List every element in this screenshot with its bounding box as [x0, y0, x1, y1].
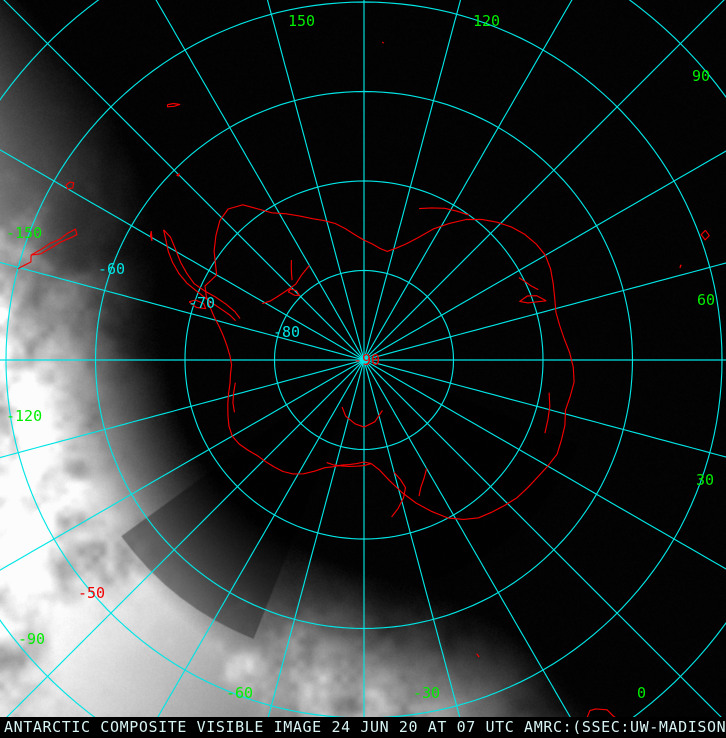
longitude-label: 0: [637, 684, 647, 702]
longitude-label: 60: [697, 291, 716, 309]
longitude-label: 90: [692, 67, 711, 85]
longitude-label: -30: [413, 684, 441, 702]
latitude-label: -90: [353, 351, 381, 369]
latitude-label: -50: [78, 584, 106, 602]
latitude-label: -60: [98, 260, 126, 278]
caption-bar: ANTARCTIC COMPOSITE VISIBLE IMAGE 24 JUN…: [0, 717, 726, 738]
longitude-label: -60: [226, 684, 254, 702]
latitude-label: -80: [273, 323, 301, 341]
longitude-label: 120: [473, 12, 501, 30]
longitude-label: -150: [6, 224, 43, 242]
longitude-label: -90: [18, 630, 46, 648]
longitude-label: 150: [288, 12, 316, 30]
longitude-label: 30: [696, 471, 715, 489]
latitude-label: -70: [188, 294, 216, 312]
longitude-label: -120: [6, 407, 43, 425]
caption-text: ANTARCTIC COMPOSITE VISIBLE IMAGE 24 JUN…: [4, 718, 726, 736]
